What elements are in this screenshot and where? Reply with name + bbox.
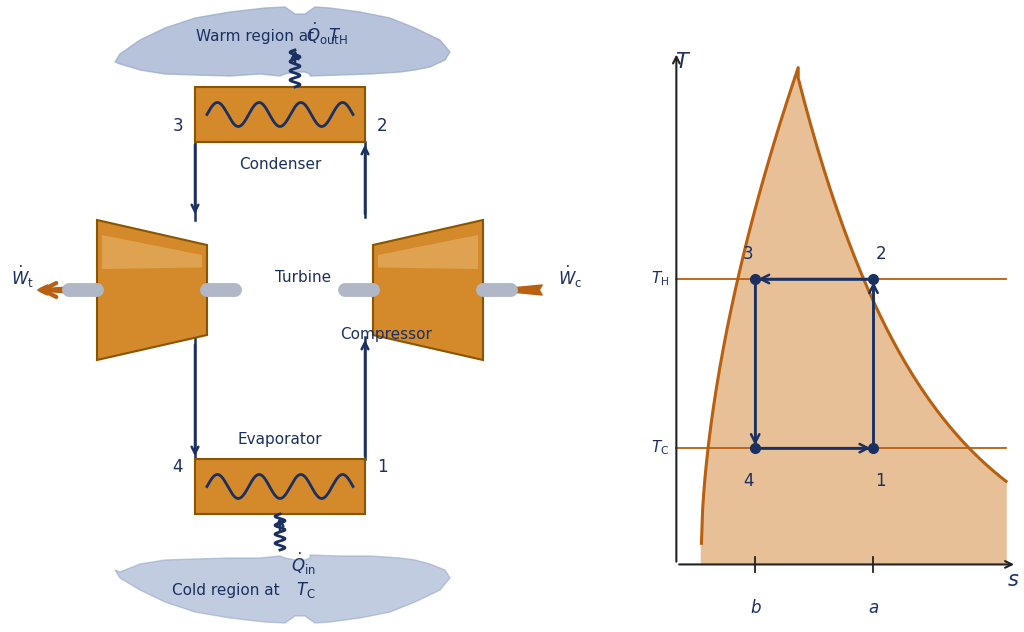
Text: $\dot{Q}_\mathsf{in}$: $\dot{Q}_\mathsf{in}$ — [291, 551, 315, 577]
Polygon shape — [115, 7, 450, 76]
Text: b: b — [750, 599, 761, 617]
Text: 1: 1 — [377, 458, 388, 476]
Text: $\dot{W}_\mathsf{c}$: $\dot{W}_\mathsf{c}$ — [558, 264, 582, 290]
Text: $T_\mathsf{C}$: $T_\mathsf{C}$ — [296, 580, 315, 600]
Text: 4: 4 — [172, 458, 183, 476]
Text: 4: 4 — [742, 472, 754, 490]
Polygon shape — [102, 235, 202, 269]
Text: 2: 2 — [377, 117, 388, 135]
Text: $\dot{Q}_\mathsf{out}$: $\dot{Q}_\mathsf{out}$ — [306, 21, 340, 47]
Polygon shape — [701, 68, 1006, 564]
Text: $s$: $s$ — [1007, 570, 1020, 590]
Text: Warm region at: Warm region at — [196, 28, 319, 44]
Text: Cold region at: Cold region at — [172, 583, 285, 597]
Text: 3: 3 — [172, 117, 183, 135]
Polygon shape — [373, 220, 483, 360]
Polygon shape — [115, 555, 450, 623]
Text: 3: 3 — [742, 245, 754, 263]
Polygon shape — [378, 235, 478, 269]
Text: $T_\mathsf{C}$: $T_\mathsf{C}$ — [651, 439, 670, 458]
Text: $T$: $T$ — [676, 52, 691, 72]
Text: $T_\mathsf{H}$: $T_\mathsf{H}$ — [651, 270, 670, 288]
Text: 2: 2 — [876, 245, 886, 263]
Text: $\dot{W}_\mathsf{t}$: $\dot{W}_\mathsf{t}$ — [10, 264, 34, 290]
Bar — [195, 87, 365, 142]
Text: a: a — [868, 599, 879, 617]
Bar — [195, 459, 365, 514]
Text: Evaporator: Evaporator — [238, 432, 323, 447]
Text: 1: 1 — [876, 472, 886, 490]
Polygon shape — [97, 220, 207, 360]
Text: Compressor: Compressor — [340, 327, 432, 341]
Text: Condenser: Condenser — [239, 157, 322, 172]
Text: Turbine: Turbine — [275, 269, 331, 284]
Text: $T_\mathsf{H}$: $T_\mathsf{H}$ — [328, 26, 348, 46]
